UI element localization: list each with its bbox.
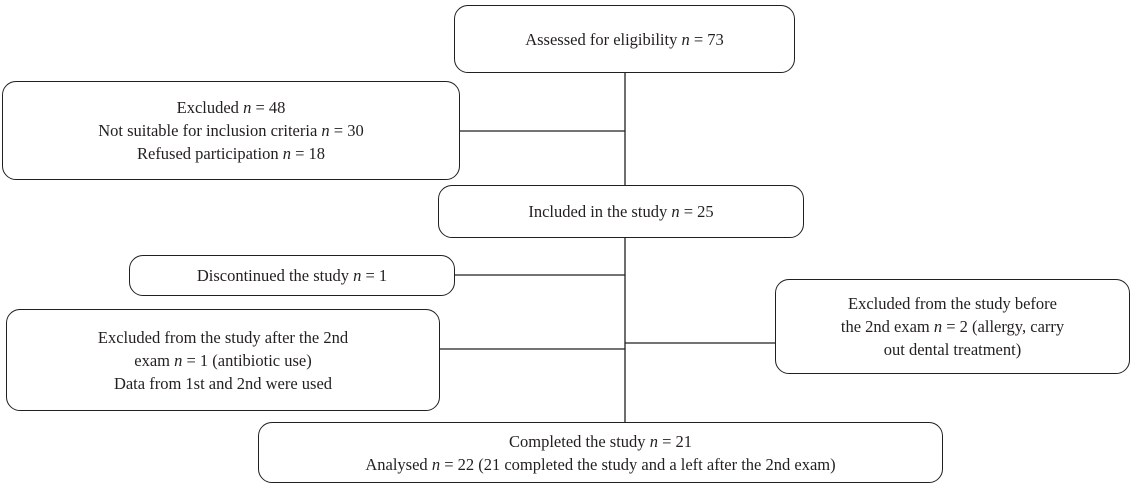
node-text-line: Excluded from the study after the 2nd: [98, 326, 348, 349]
node-text-line: Excluded from the study before: [848, 292, 1057, 315]
node-text: Excluded from the study before: [848, 294, 1057, 313]
node-text: exam: [134, 350, 175, 370]
n-symbol: n: [933, 317, 943, 336]
node-text: Not suitable for inclusion criteria: [98, 121, 322, 140]
node-text-line: Included in the study n = 25: [528, 200, 713, 223]
node-text: = 1 (antibiotic use): [182, 350, 312, 370]
node-text: Excluded from the study after the 2nd: [97, 327, 349, 347]
n-symbol: n: [174, 350, 183, 370]
node-text: = 2 (allergy, carry: [942, 317, 1065, 336]
node-assessed: Assessed for eligibility n = 73: [454, 5, 795, 73]
node-text: Included in the study: [528, 202, 672, 221]
n-symbol: n: [671, 202, 680, 221]
node-discontinued: Discontinued the study n = 1: [129, 255, 455, 296]
node-text: Excluded: [176, 98, 244, 117]
node-excluded-before-2nd: Excluded from the study before the 2nd ex…: [775, 279, 1130, 374]
node-text-line: Not suitable for inclusion criteria n = …: [98, 119, 363, 142]
node-text: Refused participation: [136, 144, 283, 163]
node-text: = 18: [290, 144, 326, 163]
node-text: Data from 1st and 2nd were used: [113, 373, 333, 393]
node-text-line: Excluded n = 48: [177, 96, 286, 119]
node-text-line: the 2nd exam n = 2 (allergy, carry: [841, 315, 1064, 338]
node-text-line: Analysed n = 22 (21 completed the study …: [365, 453, 835, 476]
node-text-line: Data from 1st and 2nd were used: [114, 372, 332, 395]
n-symbol: n: [282, 144, 291, 163]
n-symbol: n: [321, 121, 330, 140]
node-text: = 22 (21 completed the study and a left …: [440, 454, 836, 474]
n-symbol: n: [431, 454, 441, 474]
node-text: = 1: [361, 266, 388, 285]
node-text: out dental treatment): [883, 340, 1022, 359]
n-symbol: n: [681, 29, 690, 49]
node-text: Assessed for eligibility: [525, 29, 682, 49]
node-text: = 21: [657, 431, 692, 451]
node-text: = 48: [251, 98, 286, 117]
node-text-line: Completed the study n = 21: [509, 430, 692, 453]
n-symbol: n: [353, 266, 362, 285]
node-included: Included in the study n = 25: [438, 185, 804, 238]
node-text: Analysed: [365, 454, 432, 474]
node-text: Discontinued the study: [196, 266, 354, 285]
n-symbol: n: [649, 431, 658, 451]
node-excluded: Excluded n = 48 Not suitable for inclusio…: [2, 81, 460, 180]
node-text-line: Discontinued the study n = 1: [197, 264, 387, 287]
n-symbol: n: [243, 98, 252, 117]
node-text: = 25: [679, 202, 714, 221]
node-completed: Completed the study n = 21 Analysed n = 2…: [258, 422, 943, 483]
node-excluded-after-2nd: Excluded from the study after the 2nd exa…: [6, 309, 440, 411]
node-text: = 73: [689, 29, 724, 49]
node-text-line: Refused participation n = 18: [137, 142, 325, 165]
node-text-line: exam n = 1 (antibiotic use): [134, 349, 311, 372]
node-text: = 30: [329, 121, 364, 140]
node-text: Completed the study: [508, 431, 650, 451]
node-text: the 2nd exam: [840, 317, 934, 336]
node-text-line: out dental treatment): [884, 338, 1021, 361]
node-text-line: Assessed for eligibility n = 73: [525, 28, 724, 51]
